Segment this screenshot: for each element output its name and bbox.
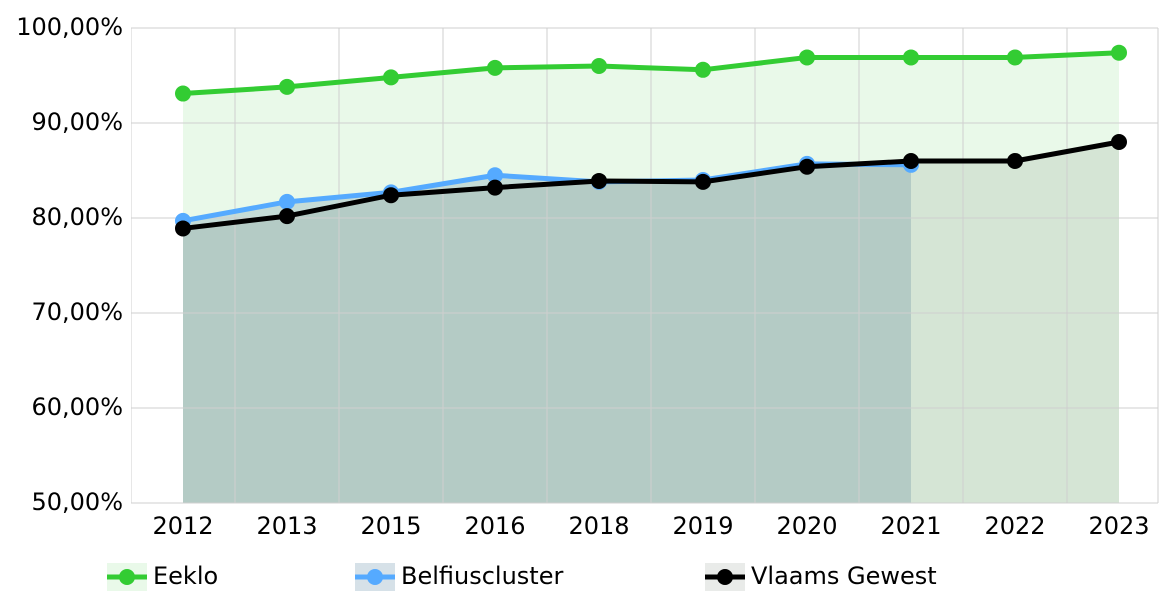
x-tick-label: 2019: [672, 512, 733, 540]
x-tick-label: 2018: [568, 512, 629, 540]
data-point: [695, 173, 711, 190]
x-tick-label: 2016: [464, 512, 525, 540]
x-tick-label: 2022: [984, 512, 1045, 540]
y-tick-label: 80,00%: [31, 203, 123, 231]
x-tick-label: 2012: [152, 512, 213, 540]
x-tick-label: 2020: [776, 512, 837, 540]
data-point: [279, 78, 295, 95]
legend-label: Belfiuscluster: [401, 562, 563, 590]
data-point: [1007, 153, 1023, 169]
data-point: [175, 220, 191, 237]
data-point: [175, 85, 191, 102]
y-tick-label: 50,00%: [31, 488, 123, 516]
x-tick-label: 2013: [256, 512, 317, 540]
y-tick-label: 100,00%: [16, 13, 123, 41]
data-point: [487, 167, 503, 184]
data-point: [591, 172, 607, 189]
x-tick-label: 2021: [880, 512, 941, 540]
data-point: [279, 193, 295, 210]
data-point: [1007, 49, 1023, 66]
x-tick-label: 2023: [1088, 512, 1149, 540]
legend-label: Vlaams Gewest: [751, 562, 937, 590]
x-tick-label: 2015: [360, 512, 421, 540]
vgrid: [131, 28, 1068, 503]
y-tick-label: 70,00%: [31, 298, 123, 326]
data-point: [1111, 44, 1127, 61]
legend-marker: [119, 569, 135, 585]
data-point: [799, 158, 815, 175]
data-point: [903, 49, 919, 66]
series-line: [182, 139, 1120, 231]
data-point: [799, 49, 815, 66]
data-point: [903, 153, 919, 169]
data-point: [695, 61, 711, 78]
legend-marker: [717, 569, 733, 585]
data-point: [383, 187, 399, 204]
y-tick-label: 60,00%: [31, 393, 123, 421]
data-point: [383, 69, 399, 86]
data-point: [1111, 134, 1127, 150]
legend-marker: [367, 569, 383, 585]
series-line: [182, 161, 912, 224]
legend-label: Eeklo: [153, 562, 218, 590]
y-tick-label: 90,00%: [31, 108, 123, 136]
data-point: [591, 58, 607, 74]
series-line: [182, 50, 1120, 97]
data-point: [279, 208, 295, 225]
data-point: [487, 59, 503, 76]
data-point: [487, 179, 503, 196]
